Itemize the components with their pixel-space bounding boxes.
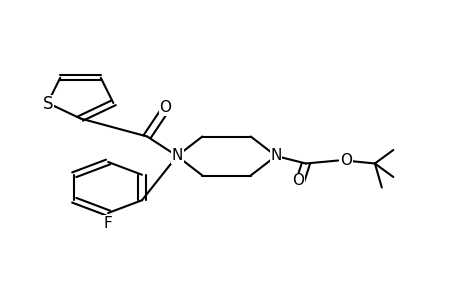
Text: O: O	[291, 173, 303, 188]
Text: F: F	[103, 216, 112, 231]
Text: O: O	[159, 100, 171, 116]
Text: N: N	[270, 148, 281, 164]
Text: O: O	[340, 153, 352, 168]
Text: S: S	[42, 95, 53, 113]
Text: N: N	[171, 148, 182, 164]
